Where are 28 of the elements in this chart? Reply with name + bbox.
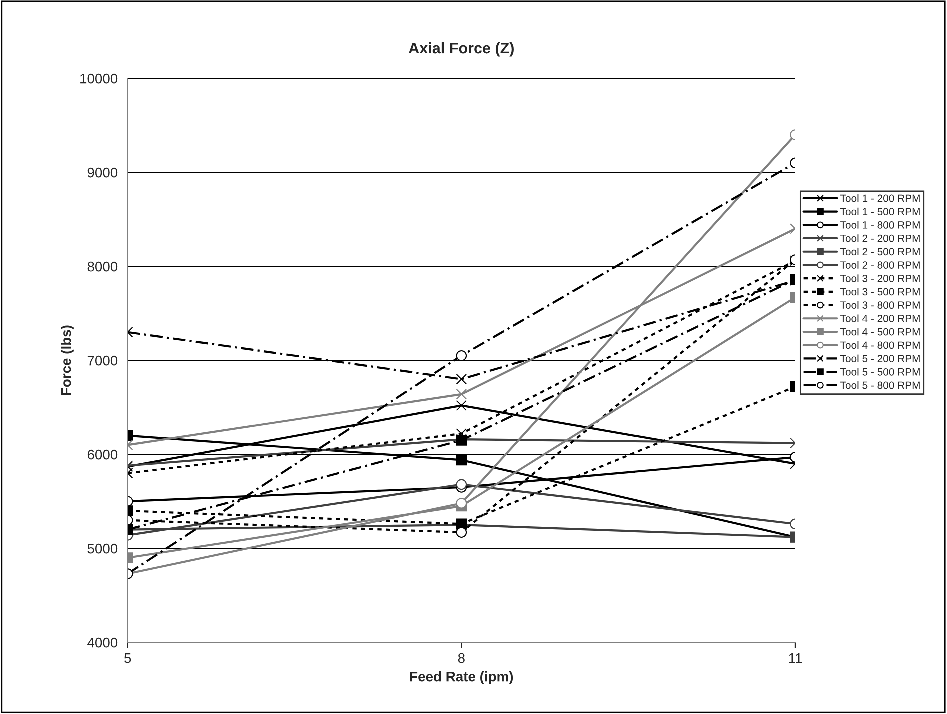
legend-label: Tool 3 - 800 RPM <box>840 301 920 310</box>
legend-label: Tool 4 - 500 RPM <box>840 328 920 336</box>
x-tick-label: 8 <box>458 653 465 664</box>
chart-title: Axial Force (Z) <box>408 42 514 57</box>
legend-label: Tool 3 - 200 RPM <box>840 274 920 282</box>
legend-label: Tool 5 - 500 RPM <box>840 368 920 376</box>
legend-label: Tool 2 - 800 RPM <box>840 261 920 269</box>
legend-label: Tool 2 - 200 RPM <box>840 234 920 242</box>
x-tick-label: 5 <box>124 654 132 664</box>
y-tick-label: 4000 <box>88 638 118 648</box>
legend-label: Tool 1 - 200 RPM <box>840 194 920 202</box>
legend-label: Tool 1 - 800 RPM <box>840 221 920 229</box>
y-axis-title: Force (lbs) <box>61 326 74 396</box>
legend-label: Tool 3 - 500 RPM <box>840 288 920 296</box>
y-tick-label: 8000 <box>88 262 118 272</box>
y-tick-label: 5000 <box>88 544 118 554</box>
y-tick-label: 10000 <box>80 74 118 84</box>
x-axis-title: Feed Rate (ipm) <box>410 672 514 684</box>
legend-label: Tool 4 - 200 RPM <box>840 314 920 322</box>
legend-label: Tool 2 - 500 RPM <box>840 248 920 256</box>
x-tick-label: 11 <box>789 654 802 664</box>
legend-label: Tool 1 - 500 RPM <box>840 208 920 216</box>
y-tick-label: 6000 <box>88 450 118 460</box>
legend-label: Tool 5 - 200 RPM <box>840 354 920 362</box>
y-tick-label: 7000 <box>88 356 118 366</box>
legend-label: Tool 5 - 800 RPM <box>840 382 920 390</box>
legend-label: Tool 4 - 800 RPM <box>840 341 920 350</box>
y-tick-label: 9000 <box>88 168 118 178</box>
